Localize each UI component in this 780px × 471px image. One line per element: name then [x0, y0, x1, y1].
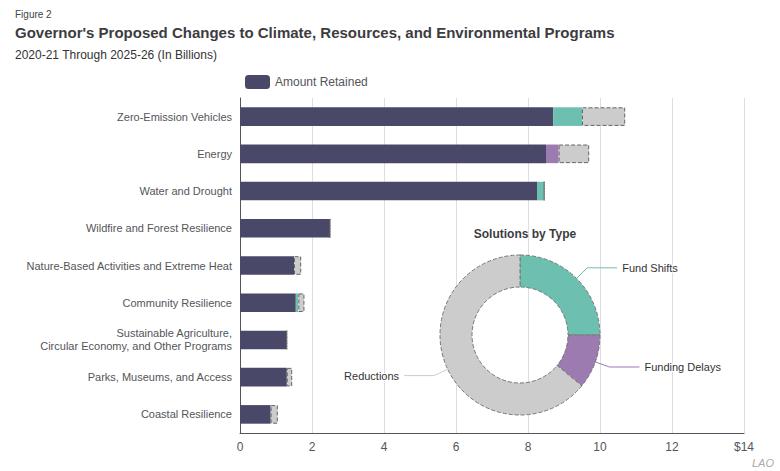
- svg-text:Community Resilience: Community Resilience: [123, 297, 232, 309]
- svg-text:Funding Delays: Funding Delays: [644, 361, 721, 373]
- svg-text:10: 10: [593, 440, 607, 454]
- svg-text:LAO: LAO: [752, 457, 774, 469]
- svg-text:6: 6: [453, 440, 460, 454]
- svg-text:12: 12: [665, 440, 679, 454]
- svg-text:Parks, Museums, and Access: Parks, Museums, and Access: [88, 371, 233, 383]
- svg-text:4: 4: [381, 440, 388, 454]
- svg-text:Circular Economy, and Other Pr: Circular Economy, and Other Programs: [40, 340, 232, 352]
- svg-text:Sustainable Agriculture,: Sustainable Agriculture,: [116, 327, 232, 339]
- svg-text:Fund Shifts: Fund Shifts: [622, 262, 678, 274]
- svg-text:$14: $14: [734, 440, 754, 454]
- svg-text:Nature-Based Activities and Ex: Nature-Based Activities and Extreme Heat: [27, 260, 232, 272]
- svg-text:Water and Drought: Water and Drought: [139, 185, 232, 197]
- svg-text:2020-21 Through 2025-26 (In Bi: 2020-21 Through 2025-26 (In Billions): [15, 48, 217, 62]
- svg-text:2: 2: [309, 440, 316, 454]
- svg-text:Energy: Energy: [197, 148, 232, 160]
- svg-text:Reductions: Reductions: [344, 370, 400, 382]
- svg-text:Coastal Resilience: Coastal Resilience: [141, 408, 232, 420]
- svg-text:Amount Retained: Amount Retained: [275, 75, 368, 89]
- svg-text:Solutions by Type: Solutions by Type: [474, 227, 577, 241]
- svg-text:8: 8: [525, 440, 532, 454]
- svg-text:0: 0: [237, 440, 244, 454]
- svg-text:Wildfire and Forest Resilience: Wildfire and Forest Resilience: [86, 222, 232, 234]
- svg-text:Governor's Proposed Changes to: Governor's Proposed Changes to Climate, …: [15, 24, 615, 41]
- svg-text:Zero-Emission Vehicles: Zero-Emission Vehicles: [117, 111, 232, 123]
- svg-text:Figure 2: Figure 2: [15, 9, 52, 20]
